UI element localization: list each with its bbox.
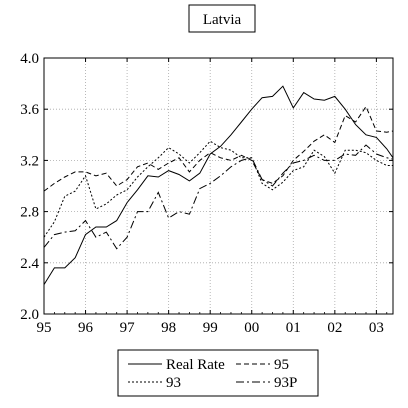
plot-area-frame [43,57,394,315]
x-tick-label: 00 [244,320,259,336]
series-line-93p [43,144,394,250]
x-tick-label: 02 [327,320,342,336]
grid-lines [44,58,393,314]
legend-label: 93 [166,375,181,391]
series-line-95 [43,105,394,192]
series-line-real-rate [43,85,394,285]
legend-box [117,349,319,397]
legend-label: Real Rate [166,357,225,373]
x-tick-label: 99 [203,320,218,336]
chart-title-box [188,4,256,33]
x-tick-label: 98 [161,320,176,336]
x-tick-label: 95 [37,320,52,336]
series-lines [43,85,394,285]
x-tick-label: 03 [369,320,384,336]
legend-label: 93P [274,375,297,391]
y-tick-label: 2.8 [20,205,39,221]
y-tick-label: 4.0 [20,51,39,67]
x-tick-label: 97 [120,320,136,336]
chart-title: Latvia [203,12,242,28]
x-tick-label: 96 [78,320,94,336]
legend: Real Rate 95 93 93P [128,357,297,391]
y-tick-label: 3.6 [20,102,39,118]
x-axis-ticks: 95 96 97 98 99 00 01 02 03 [37,58,388,336]
y-axis-ticks: 2.0 2.4 2.8 3.2 3.6 4.0 [20,51,393,323]
y-tick-label: 2.0 [20,307,39,323]
y-tick-label: 3.2 [20,153,39,169]
x-tick-label: 01 [286,320,301,336]
legend-label: 95 [274,357,289,373]
y-tick-label: 2.4 [20,256,39,272]
series-line-93 [43,140,393,238]
